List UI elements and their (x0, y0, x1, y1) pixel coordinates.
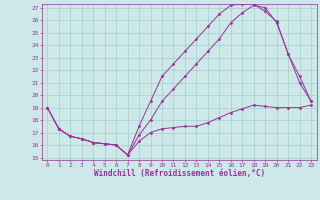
X-axis label: Windchill (Refroidissement éolien,°C): Windchill (Refroidissement éolien,°C) (94, 169, 265, 178)
